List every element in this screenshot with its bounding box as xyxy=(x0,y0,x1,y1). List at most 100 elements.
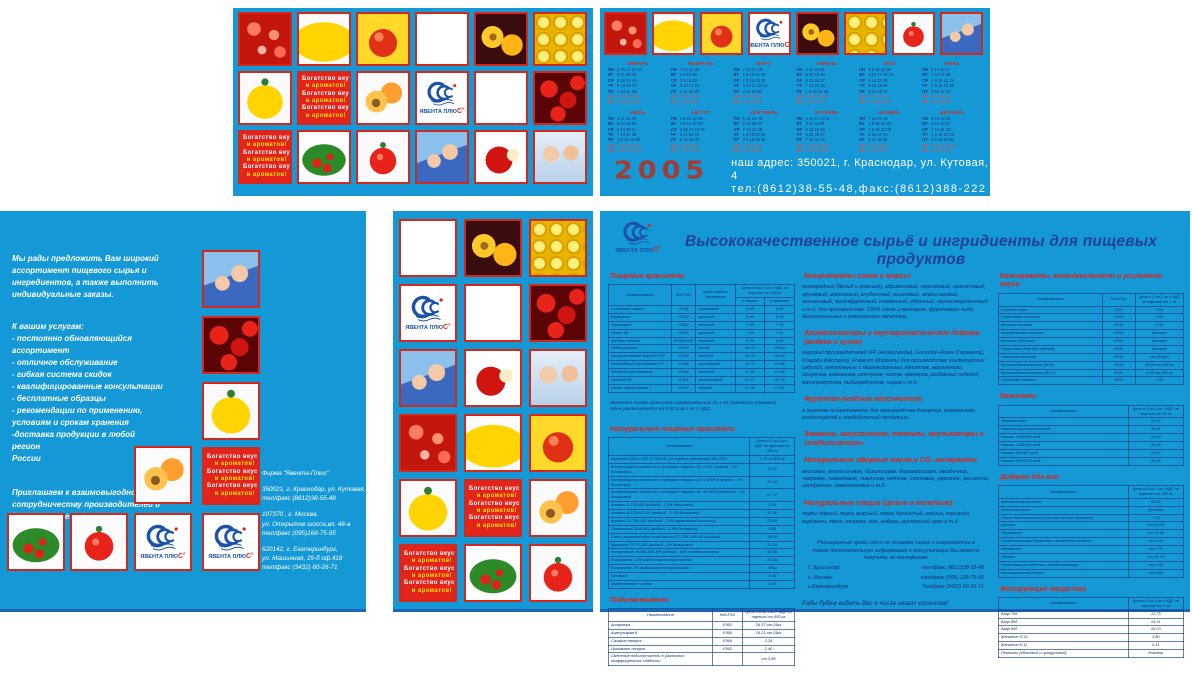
weekday-row: ЧТ 7 14 21 28 xyxy=(796,83,825,89)
table-row: Бутилгидрокситолуол (BOT) E321 6.88 от 200… xyxy=(998,368,1185,378)
badge-line: Богатство вкусов xyxy=(207,468,260,475)
invite-paragraph: Приглашаем к взаимовыгодному сотрудничес… xyxy=(12,488,161,521)
table-row: Аннато A-120-WS-AP (жидкий - 2.5% дозиро… xyxy=(607,509,795,518)
price-table: Наименование Цена в $ за 1 кг с НДС за па… xyxy=(998,596,1184,658)
weekday-row: ВС 3 10 17 24 xyxy=(796,99,825,105)
city-phone-row: г.Екатеринбург Тел/факс (3432) 60-26-71 xyxy=(808,584,984,591)
heading-natural-colorants: Натуральные пищевые красители xyxy=(610,426,736,434)
logo-swirl-icon xyxy=(756,18,782,40)
logo-tile: ЯВЕНТА ПЛЮС® xyxy=(748,12,791,55)
weekday-row: ЧТ 1 8 15 22 29 xyxy=(733,131,766,137)
table-row: Пектины (яблочный и цитрусовый) договор xyxy=(998,649,1184,658)
intro-text-block: Мы рады предложить Вам широкий ассортиме… xyxy=(12,253,164,523)
services-title: К вашим услугам: xyxy=(12,322,84,331)
inner-middle-page: ЯВЕНТА ПЛЮС® Богатство вкусов и ароматов!… xyxy=(393,211,593,612)
weekday-row: СБ 4 11 18 25 xyxy=(922,93,951,99)
section-heading: Натуральные специи (целые и молотые): xyxy=(804,499,955,507)
logo-swirl-icon xyxy=(214,524,246,551)
calendar-tile-strip: ЯВЕНТА ПЛЮС® xyxy=(600,8,990,59)
table-row: Дрожжи от 92.06 xyxy=(998,521,1184,531)
weekday-row: СБ 1 8 15 22 29 xyxy=(796,142,829,148)
vanillins-table: Наименование Цена в $ за 1 кг с НДС за па… xyxy=(998,404,1184,466)
badge-line: Богатство вкусов xyxy=(207,454,260,461)
heading-wine-additives: Добавки для вин xyxy=(1000,473,1060,481)
weekday-row: ПТ 3 10 17 24 xyxy=(922,88,951,94)
month-name: МАЙ xyxy=(883,61,895,66)
text-line: -доставка продукции в любой регион xyxy=(12,430,136,451)
weekday-row: ПТ 4 11 18 25 xyxy=(670,88,699,94)
intro-paragraph: Мы рады предложить Вам широкий ассортиме… xyxy=(12,254,159,299)
table-row: Глутамат натрия E621 1.54 xyxy=(998,376,1185,386)
badge-line: Богатство вкусов xyxy=(404,580,457,587)
brochure-scan: { "brand": {"name": "ЯВЕНТА ПЛЮ", "suffi… xyxy=(0,8,1190,667)
text-line: - постоянно обновляющийся xyxy=(12,334,132,343)
weekday-row: ВТ 5 12 19 26 xyxy=(608,121,637,127)
badge-line: и ароматов! xyxy=(214,461,255,468)
bitten-apple-tile xyxy=(474,130,528,184)
text-line: - гибкая система скидок xyxy=(12,370,112,379)
table-row: Аскорбиновая кислота E300 договор xyxy=(998,329,1185,339)
month-calendar: АВГУСТ ПН 1 8 15 22 29 ВТ 2 9 16 23 30 СР 3 10… xyxy=(671,110,731,154)
weekday-row: ВС 6 13 20 27 xyxy=(670,99,700,105)
table-row: Смесевые подсластители в различных коэфф… xyxy=(607,652,796,667)
assortment-section: Ароматизаторы и вкусоароматические добав… xyxy=(802,330,990,387)
children-tile xyxy=(202,250,260,308)
weekday-row: СР 2 9 16 23 xyxy=(670,77,697,83)
month-name: ОКТЯБРЬ xyxy=(814,109,839,115)
table-row: Концентраты кошенили и экстракт паприки … xyxy=(607,475,795,490)
table-row: Понсо 4R E124 красный 7.36 7.10 xyxy=(607,328,795,338)
table-row: Зелёное яблоко E102/E133 зелёный 8.76 8.52 xyxy=(607,336,795,346)
table-row: Бензоат (для вин) E262 договор xyxy=(998,337,1185,346)
weekday-row: ВТ 7 14 21 28 xyxy=(922,72,951,78)
weekday-row: ПН 7 14 21 28 xyxy=(670,67,700,72)
weekday-row: ВТ 5 12 19 26 xyxy=(796,72,825,78)
badge-line: Богатство вкусов xyxy=(469,515,522,522)
text-line: 107370 , г. Москва, xyxy=(262,511,319,519)
weekday-row: ВТ 1 8 15 22 29 xyxy=(733,72,766,78)
month-calendar: АПРЕЛЬ ПН 4 11 18 25 ВТ 5 12 19 26 СР 6 13 20 … xyxy=(796,61,856,105)
table-row: Бетанин 5.36 xyxy=(607,572,795,581)
weekday-row: СБ 6 13 20 27 xyxy=(670,142,700,148)
month-name: ЯНВАРЬ xyxy=(627,61,649,66)
month-name: НОЯБРЬ xyxy=(878,109,901,115)
strawberries-tile xyxy=(464,544,522,602)
calendar-months: ЯНВАРЬ ПН 3 10 17 24 31 ВТ 4 11 18 25 СР 5 12 … xyxy=(600,59,990,153)
table-row: Ваниль 1320/310 жид. 14.20 xyxy=(998,441,1184,450)
table-row: Бриллиантовый голубой FCF E133 голубой 25.7… xyxy=(607,352,795,362)
table-row: Агар 700 12.75 xyxy=(998,609,1184,619)
food-colorants-table: Наименование Код ЕЭС Цвет водных растворов… xyxy=(607,284,795,393)
logo-wordmark: ЯВЕНТА ПЛЮС® xyxy=(615,245,661,254)
natural-colorants-table: Наименование Цена в $ за 1 кг с НДС за па… xyxy=(607,437,795,589)
table-row: Агар 900 15.03 xyxy=(998,625,1184,635)
apple-yellow-tile xyxy=(529,414,587,472)
berries-tile xyxy=(399,414,457,472)
column-assortment: Концентраты соков и морсы: виноградный (б… xyxy=(802,273,990,609)
website-link[interactable]: WWW.yaventaplus.ru xyxy=(731,196,827,207)
weekday-row: ЧТ 7 14 21 28 xyxy=(608,131,637,137)
lemon-tile xyxy=(464,414,522,472)
price-table: Наименование Код ЕЭС Цена в $ за 1 кг с НД… xyxy=(998,292,1185,386)
weekday-row: ПТ 7 14 21 28 xyxy=(608,88,637,94)
weekday-row: СБ 2 9 16 23 30 xyxy=(796,93,829,99)
badge-line: и ароматов! xyxy=(305,112,346,119)
table-row: Жёлтый хинолиновый E104 жёлтый 17.91 17.66 xyxy=(607,368,795,377)
badge-line: Богатство вкусов xyxy=(469,500,522,507)
weekday-row: ЧТ 2 9 16 23 30 xyxy=(922,83,954,89)
table-row: Ваниль 904/437 жид. 13.67 xyxy=(998,448,1184,458)
weekday-row: ВС 4 11 18 25 xyxy=(733,148,762,154)
table-row: Ваниль 902/437C жид. 16.26 xyxy=(998,456,1184,466)
tomato-tile xyxy=(70,513,128,571)
yaventa-logo: ЯВЕНТА ПЛЮС® xyxy=(401,295,455,331)
text-line: России xyxy=(12,454,41,463)
table-row: Смесь интенсивная Т E152 чёрный 21.48 27.92 xyxy=(607,383,795,393)
text-line: тел/факс (8612)38-55-48 xyxy=(262,495,336,503)
company-contacts: Фирма "Явента-Плюс" 350021, г. Краснодар,… xyxy=(262,469,374,572)
badge-line: Богатство вкусов xyxy=(243,135,290,142)
weekday-row: ПТ 1 8 15 22 29 xyxy=(608,137,640,143)
badge-line: и ароматов! xyxy=(214,476,255,482)
plums-tile xyxy=(474,12,528,66)
apricots-tile xyxy=(134,446,192,504)
month-calendar: СЕНТЯБРЬ ПН 5 12 19 26 ВТ 6 13 20 27 СР 7 14 2… xyxy=(734,110,794,154)
table-row: Ферменты от 71.90 xyxy=(998,529,1184,539)
text-line: условиям и срокам хранения xyxy=(12,418,129,427)
